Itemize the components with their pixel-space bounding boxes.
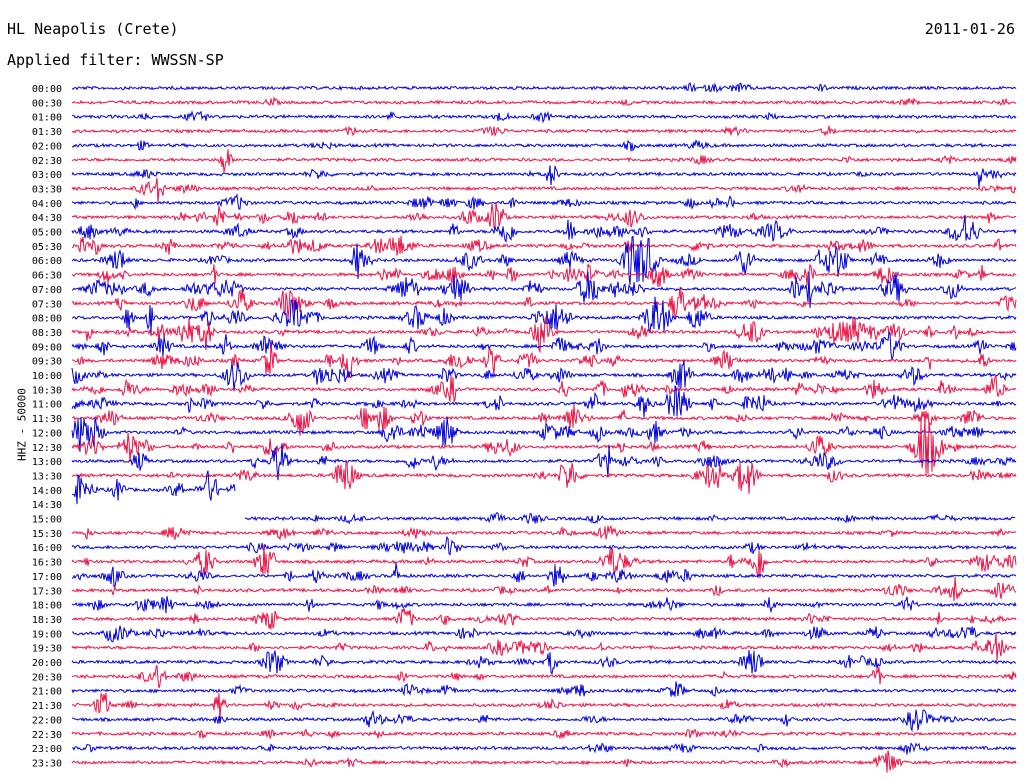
row-time-label: 20:30 <box>32 672 62 683</box>
row-time-label: 07:30 <box>32 299 62 310</box>
seismic-trace-row <box>71 193 1017 211</box>
seismic-trace-row <box>71 709 1017 733</box>
row-time-label: 11:00 <box>32 400 62 411</box>
seismic-trace-row <box>71 416 1017 452</box>
seismic-trace-row <box>71 461 1017 495</box>
row-time-label: 21:00 <box>32 687 62 698</box>
row-time-label: 08:30 <box>32 328 62 339</box>
seismic-trace-row <box>71 316 1017 354</box>
row-time-label: 06:30 <box>32 271 62 282</box>
seismic-trace-row <box>72 110 1017 124</box>
row-time-label: 17:00 <box>32 572 62 583</box>
seismic-trace-row <box>71 693 1017 720</box>
row-time-label: 16:30 <box>32 558 62 569</box>
row-time-label: 05:00 <box>32 228 62 239</box>
seismic-trace-row <box>71 470 236 505</box>
row-time-label: 04:30 <box>32 213 62 224</box>
seismic-trace-row <box>71 263 1017 288</box>
date-label: 2011-01-26 <box>924 20 1015 38</box>
row-time-label: 00:00 <box>32 84 62 95</box>
seismic-trace-row <box>71 633 1017 661</box>
row-time-label: 19:00 <box>32 629 62 640</box>
row-time-label: 21:30 <box>32 701 62 712</box>
row-time-label: 22:00 <box>32 715 62 726</box>
row-time-label: 02:00 <box>32 141 62 152</box>
row-time-label: 06:00 <box>32 256 62 267</box>
seismic-trace-row <box>71 360 1017 392</box>
row-time-label: 10:30 <box>32 385 62 396</box>
seismic-trace-row <box>71 235 1017 286</box>
row-time-label: 00:30 <box>32 98 62 109</box>
row-time-label: 13:30 <box>32 471 62 482</box>
row-time-label: 20:00 <box>32 658 62 669</box>
seismic-trace-row <box>71 535 1017 556</box>
filter-label: Applied filter: WWSSN-SP <box>7 51 224 69</box>
row-time-label: 11:30 <box>32 414 62 425</box>
row-time-label: 10:00 <box>32 371 62 382</box>
seismic-trace-row <box>71 165 1017 188</box>
seismic-trace-row <box>71 82 1017 94</box>
seismic-trace-row <box>71 374 1017 403</box>
seismic-trace-row <box>71 443 1017 481</box>
seismic-trace-row <box>71 544 1017 579</box>
seismic-trace-row <box>71 296 1017 334</box>
row-time-label: 18:00 <box>32 601 62 612</box>
seismic-trace-row <box>71 404 1017 436</box>
seismic-trace-row <box>71 576 1017 602</box>
seismic-trace-row <box>71 524 1017 541</box>
row-time-label: 23:30 <box>32 758 62 769</box>
seismic-trace-row <box>71 149 1017 173</box>
seismic-trace-row <box>71 728 1017 739</box>
row-time-label: 14:30 <box>32 500 62 511</box>
seismic-trace-row <box>71 385 1017 418</box>
row-time-label: 12:30 <box>32 443 62 454</box>
row-time-label: 02:30 <box>32 156 62 167</box>
seismic-trace-row <box>72 235 1017 256</box>
row-time-label: 13:00 <box>32 457 62 468</box>
seismic-trace-row <box>72 742 1017 755</box>
row-time-label: 16:00 <box>32 543 62 554</box>
row-time-label: 03:00 <box>32 170 62 181</box>
seismic-trace-row <box>71 202 1017 229</box>
row-time-label: 01:30 <box>32 127 62 138</box>
row-time-label: 08:00 <box>32 314 62 325</box>
row-time-label: 12:00 <box>32 428 62 439</box>
seismic-trace-row <box>71 681 1017 698</box>
seismic-trace-row <box>71 95 1017 107</box>
row-time-label: 14:00 <box>32 486 62 497</box>
seismic-trace-row <box>71 562 1017 588</box>
row-time-label: 09:00 <box>32 342 62 353</box>
seismic-trace-row <box>71 139 1017 152</box>
seismic-trace-row <box>71 664 1017 689</box>
row-time-label: 19:30 <box>32 644 62 655</box>
row-time-label: 01:00 <box>32 113 62 124</box>
seismic-trace-row <box>71 214 1017 243</box>
station-title: HL Neapolis (Crete) <box>7 20 179 38</box>
seismic-trace-row <box>72 625 1017 643</box>
seismic-trace-row <box>71 608 1017 630</box>
seismic-trace-row <box>244 512 1016 525</box>
seismic-trace-row <box>71 125 1017 137</box>
seismic-trace-row <box>71 177 1017 203</box>
seismic-trace-row <box>71 750 1017 773</box>
seismic-trace-row <box>71 287 1017 320</box>
row-time-label: 07:00 <box>32 285 62 296</box>
row-time-label: 05:30 <box>32 242 62 253</box>
seismic-trace-row <box>71 331 1017 362</box>
seismic-trace-row <box>71 271 1017 308</box>
seismic-trace-row <box>71 649 1017 675</box>
row-time-label: 17:30 <box>32 586 62 597</box>
seismic-trace-row <box>71 342 1017 379</box>
row-time-label: 03:30 <box>32 184 62 195</box>
row-time-label: 15:00 <box>32 515 62 526</box>
row-time-label: 15:30 <box>32 529 62 540</box>
row-time-label: 22:30 <box>32 730 62 741</box>
seismic-trace-row <box>71 596 1017 614</box>
seismic-trace-row <box>71 419 1017 474</box>
row-time-label: 09:30 <box>32 357 62 368</box>
row-time-label: 04:00 <box>32 199 62 210</box>
row-time-label: 18:30 <box>32 615 62 626</box>
row-time-label: 23:00 <box>32 744 62 755</box>
